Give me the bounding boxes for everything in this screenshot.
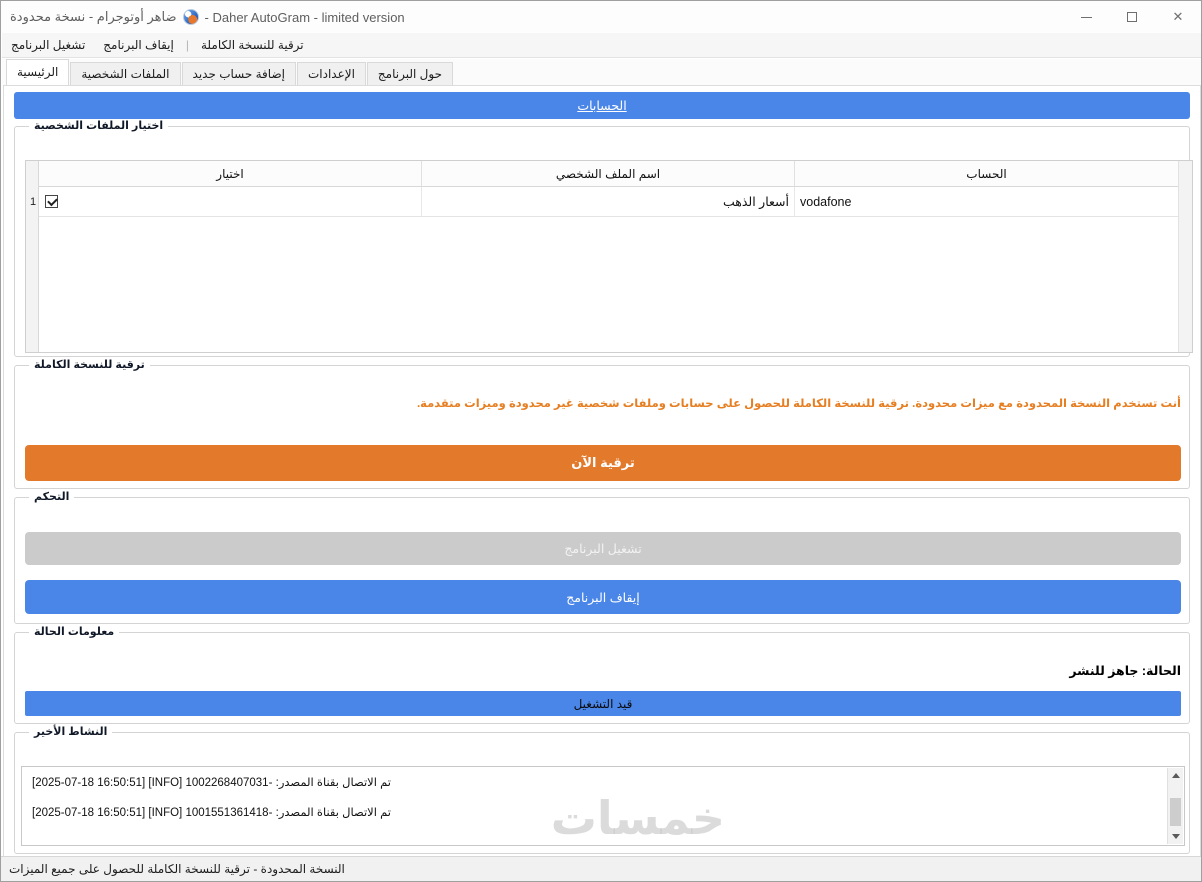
tab-profiles[interactable]: الملفات الشخصية: [70, 62, 181, 85]
group-select-profiles-title: اختيار الملفات الشخصية: [29, 119, 169, 132]
accounts-banner-label: الحسابات: [577, 99, 627, 113]
table-row[interactable]: أسعار الذهب vodafone: [39, 187, 1178, 217]
maximize-icon: [1127, 12, 1137, 22]
group-upgrade-title: ترقية للنسخة الكاملة: [29, 358, 150, 371]
column-header-profile-name[interactable]: اسم الملف الشخصي: [422, 161, 795, 186]
run-program-button[interactable]: تشغيل البرنامج: [25, 532, 1181, 565]
tab-about[interactable]: حول البرنامج: [366, 62, 453, 85]
group-control-title: التحكم: [29, 490, 75, 503]
log-meta: [2025-07-18 16:50:51] [INFO]: [32, 807, 183, 819]
tab-settings[interactable]: الإعدادات: [296, 62, 366, 85]
minimize-button[interactable]: [1063, 1, 1109, 33]
scroll-down-icon: [1171, 834, 1180, 839]
column-header-choose[interactable]: اختيار: [39, 161, 422, 186]
log-message: تم الاتصال بقناة المصدر: -1002268407031: [185, 777, 391, 789]
limited-version-warning: أنت تستخدم النسخة المحدودة مع ميزات محدو…: [416, 398, 1181, 410]
group-recent-activity: النشاط الأخير [2025-07-18 16:50:51] [INF…: [14, 725, 1190, 854]
group-upgrade: ترقية للنسخة الكاملة أنت تستخدم النسخة ا…: [14, 358, 1190, 489]
cell-account: vodafone: [800, 194, 852, 209]
row-checkbox[interactable]: [45, 195, 58, 208]
log-line: [2025-07-18 16:50:51] [INFO] تم الاتصال …: [32, 775, 391, 789]
group-select-profiles: اختيار الملفات الشخصية اختيار اسم الملف …: [14, 119, 1193, 357]
cell-choose: [39, 187, 422, 216]
scrollbar-thumb[interactable]: [1170, 798, 1181, 826]
maximize-button[interactable]: [1109, 1, 1155, 33]
scroll-down-button[interactable]: [1168, 829, 1183, 844]
column-header-account[interactable]: الحساب: [966, 166, 1007, 181]
main-panel: الحسابات اختيار الملفات الشخصية اختيار ا…: [3, 85, 1201, 857]
menu-separator: |: [185, 38, 189, 52]
profiles-table[interactable]: اختيار اسم الملف الشخصي الحساب 1 أسعار ا…: [25, 160, 1193, 353]
app-logo-globe-icon: [182, 9, 199, 25]
menu-item-stop-program[interactable]: إيقاف البرنامج: [103, 38, 174, 52]
status-bar-text: النسخة المحدودة - ترقية للنسخة الكاملة ل…: [9, 862, 345, 876]
tab-add-account[interactable]: إضافة حساب جديد: [181, 62, 296, 85]
tab-strip: الرئيسية الملفات الشخصية إضافة حساب جديد…: [2, 59, 1201, 85]
window-title-arabic: ضاهر أوتوجرام - نسخة محدودة: [10, 9, 177, 24]
upgrade-now-button[interactable]: ترقية الآن: [25, 445, 1181, 481]
group-status-info: معلومات الحالة الحالة: جاهز للنشر قيد ال…: [14, 625, 1190, 724]
table-rowheader-column: [26, 161, 39, 352]
accounts-banner[interactable]: الحسابات: [14, 92, 1190, 119]
scroll-up-icon: [1171, 773, 1180, 778]
minimize-icon: [1080, 16, 1092, 18]
scroll-up-button[interactable]: [1168, 768, 1183, 783]
log-message: تم الاتصال بقناة المصدر: -1001551361418: [185, 807, 391, 819]
log-line: [2025-07-18 16:50:51] [INFO] تم الاتصال …: [32, 805, 391, 819]
log-scrollbar[interactable]: [1167, 768, 1183, 844]
group-recent-activity-title: النشاط الأخير: [29, 725, 113, 738]
group-status-info-title: معلومات الحالة: [29, 625, 120, 638]
activity-log[interactable]: [2025-07-18 16:50:51] [INFO] تم الاتصال …: [21, 766, 1185, 846]
stop-program-button[interactable]: إيقاف البرنامج: [25, 580, 1181, 614]
title-bar: ضاهر أوتوجرام - نسخة محدودة - Daher Auto…: [1, 1, 1201, 33]
status-bar: النسخة المحدودة - ترقية للنسخة الكاملة ل…: [1, 856, 1201, 881]
log-meta: [2025-07-18 16:50:51] [INFO]: [32, 777, 183, 789]
close-icon: ✕: [1172, 9, 1184, 24]
group-control: التحكم تشغيل البرنامج إيقاف البرنامج: [14, 490, 1190, 624]
menu-bar: تشغيل البرنامج إيقاف البرنامج | ترقية لل…: [2, 33, 1201, 58]
progress-bar: قيد التشغيل: [25, 691, 1181, 716]
row-header-number: 1: [29, 196, 37, 208]
table-vertical-scrollbar[interactable]: [1178, 161, 1192, 352]
status-text: الحالة: جاهز للنشر: [1069, 664, 1181, 678]
menu-item-run-program[interactable]: تشغيل البرنامج: [11, 38, 86, 52]
window-title: ضاهر أوتوجرام - نسخة محدودة - Daher Auto…: [1, 9, 405, 25]
cell-profile-name: أسعار الذهب: [422, 187, 795, 216]
tab-main[interactable]: الرئيسية: [6, 59, 70, 85]
progress-label: قيد التشغيل: [573, 696, 633, 711]
table-header-row: اختيار اسم الملف الشخصي الحساب: [39, 161, 1178, 187]
menu-item-upgrade-full-version[interactable]: ترقية للنسخة الكاملة: [200, 38, 304, 52]
window-title-english: - Daher AutoGram - limited version: [204, 9, 405, 25]
close-button[interactable]: ✕: [1155, 1, 1201, 33]
